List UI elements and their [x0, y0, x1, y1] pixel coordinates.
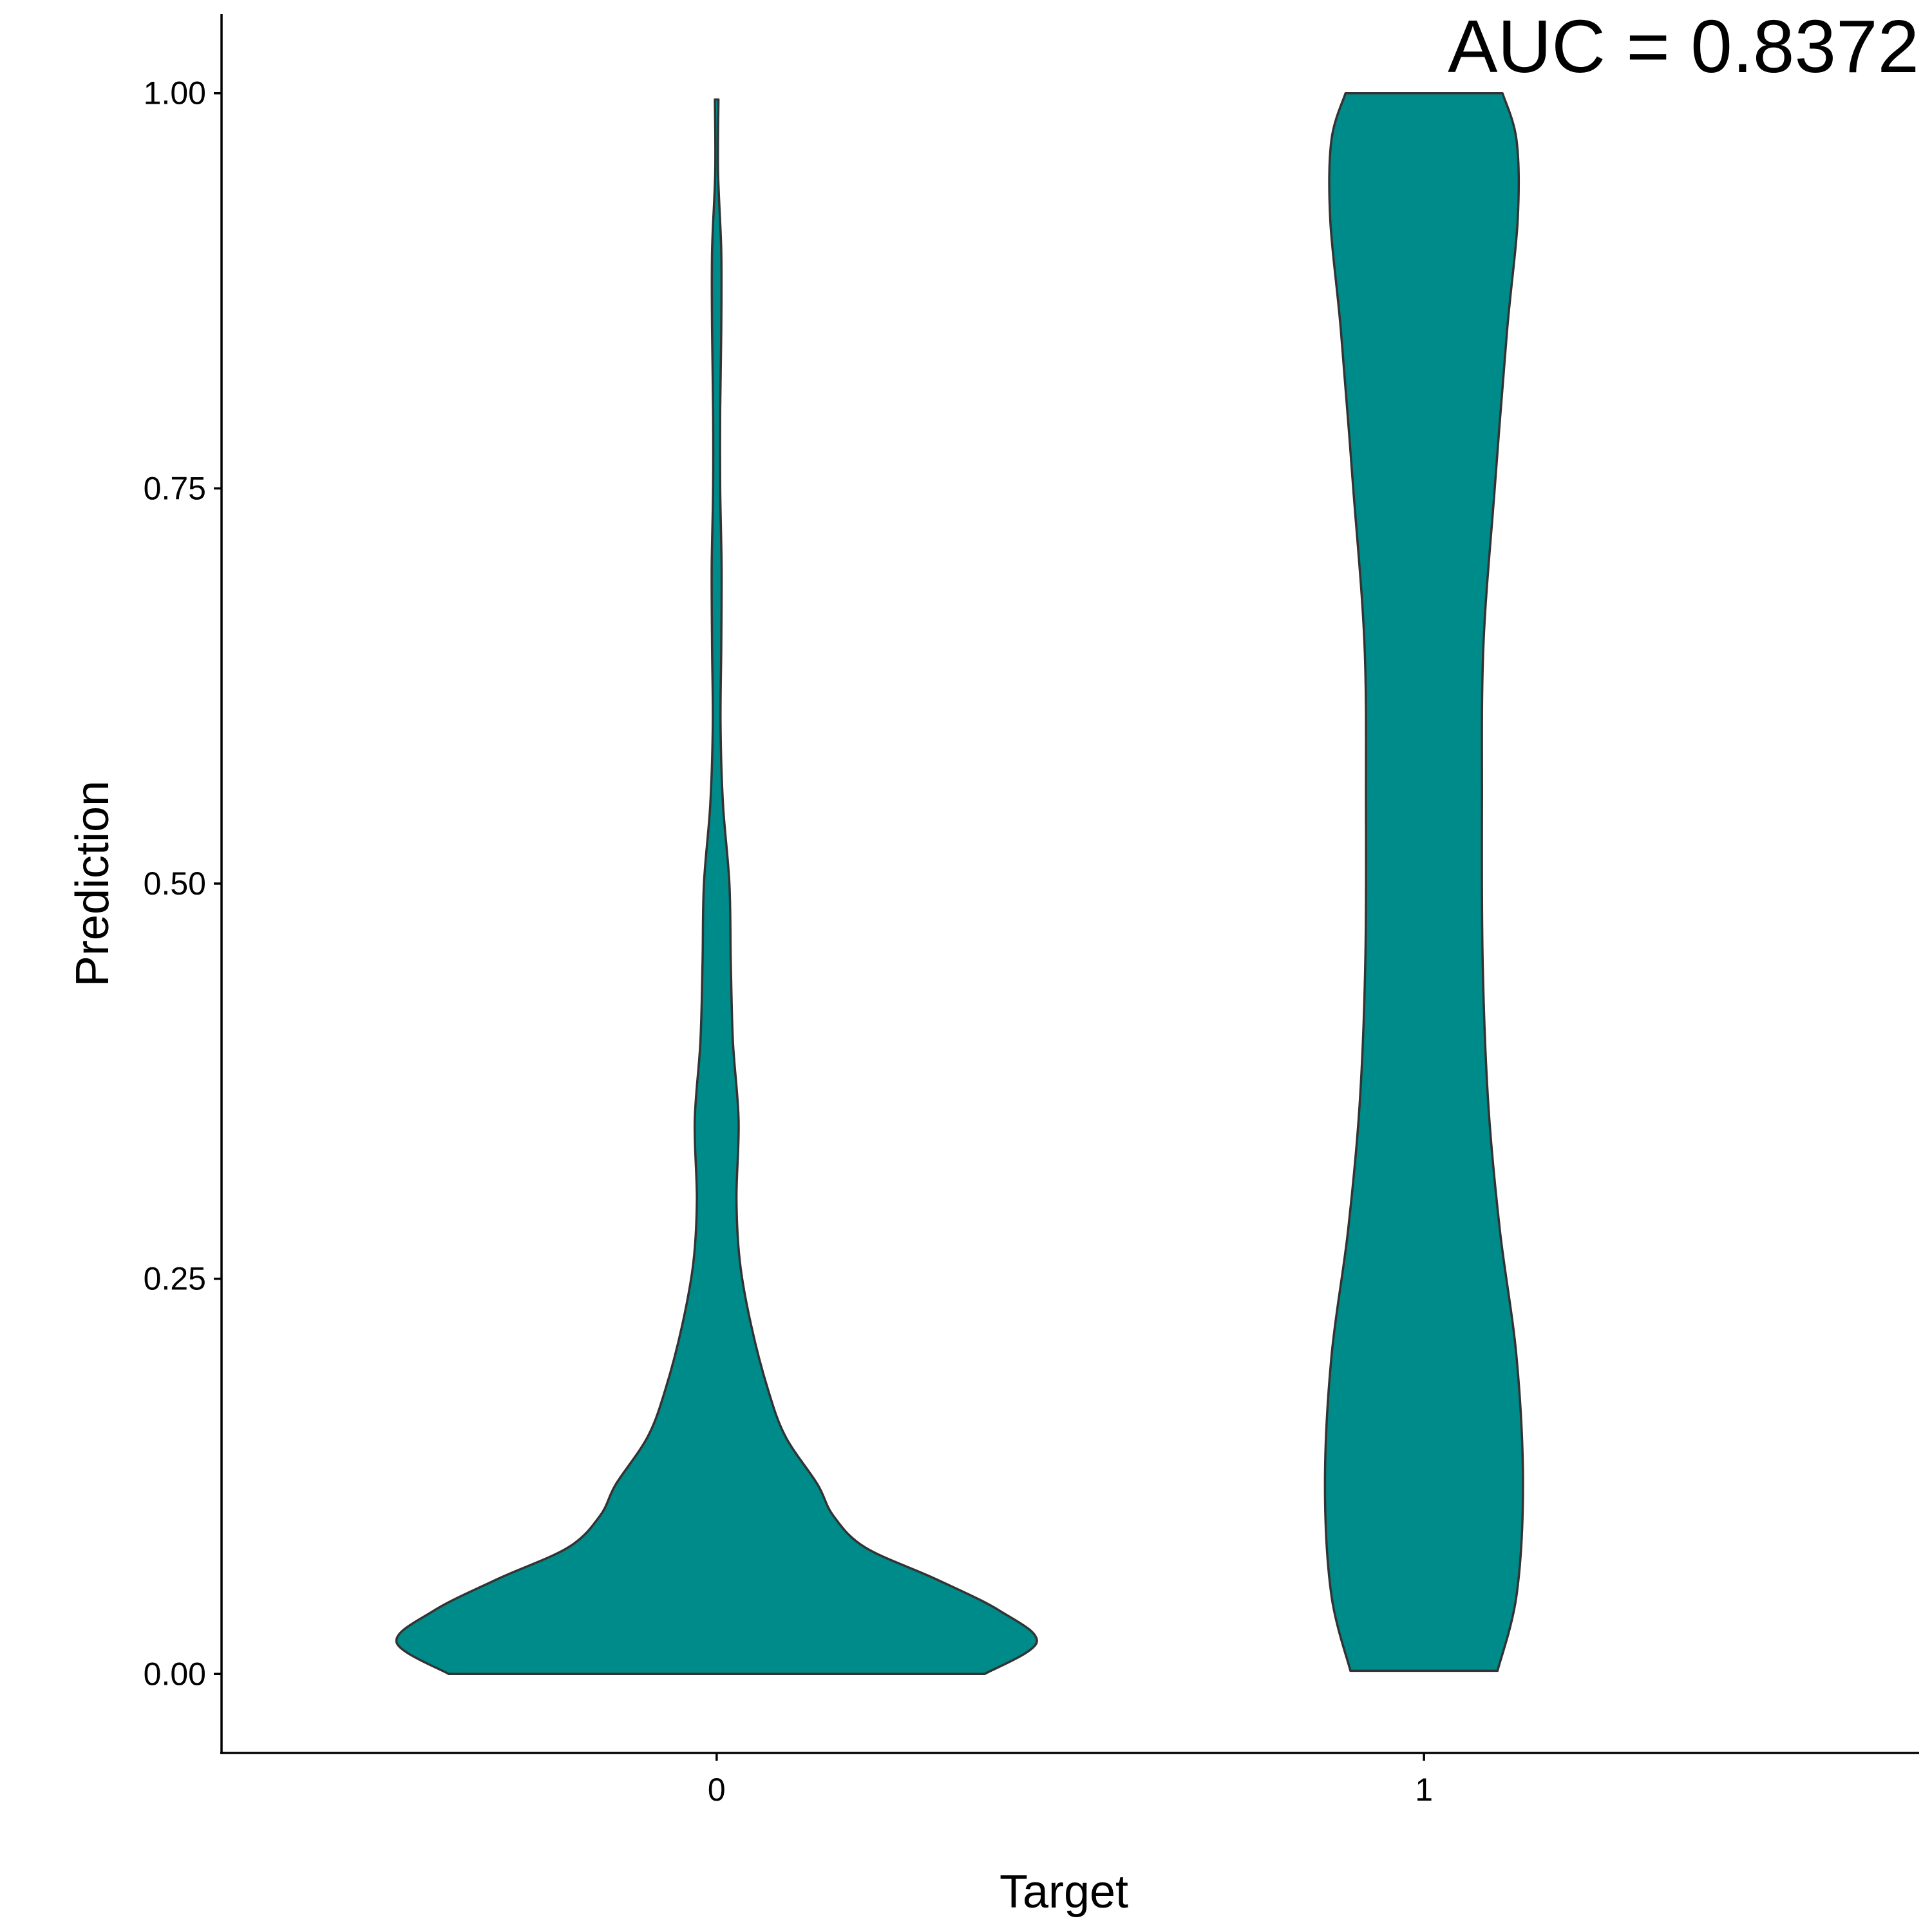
violin-layer — [395, 91, 1524, 1676]
y-tick-label: 0.25 — [144, 1261, 206, 1297]
violin-1 — [1323, 91, 1524, 1672]
y-axis-ticks: 0.00 0.25 0.50 0.75 1.00 — [144, 75, 222, 1692]
x-axis-title: Target — [999, 1866, 1128, 1918]
x-tick-label: 0 — [708, 1772, 726, 1808]
violin-0 — [395, 98, 1038, 1676]
y-tick-label: 0.75 — [144, 470, 206, 506]
y-axis-title: Prediction — [67, 781, 118, 987]
y-tick-label: 0.50 — [144, 866, 206, 902]
x-tick-label: 1 — [1415, 1772, 1433, 1808]
y-tick-label: 1.00 — [144, 75, 206, 111]
auc-annotation: AUC = 0.8372 — [1448, 5, 1919, 88]
y-tick-label: 0.00 — [144, 1656, 206, 1692]
